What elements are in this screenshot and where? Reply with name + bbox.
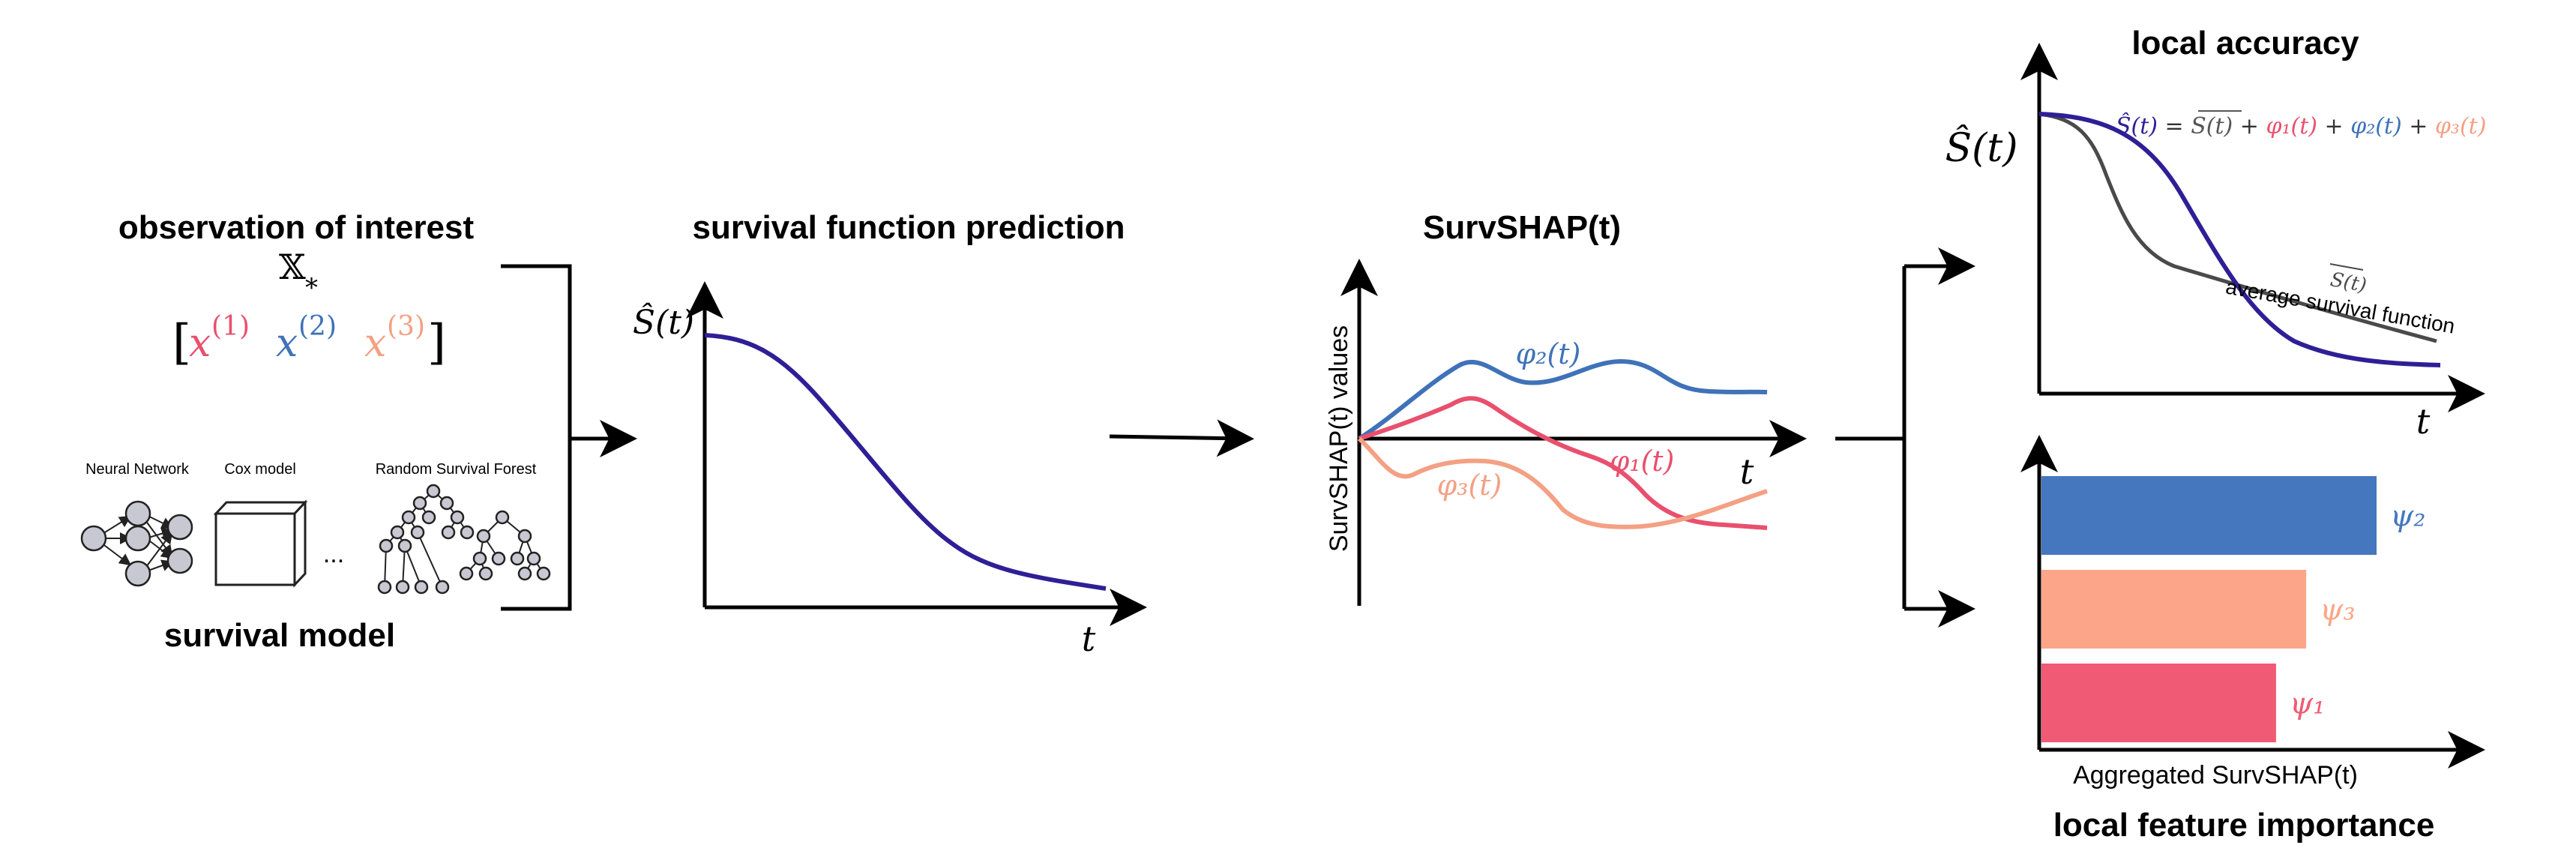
x-star-subscript: * bbox=[305, 273, 318, 303]
feature-1-superscript: (1) bbox=[211, 311, 250, 342]
survshap-title: SurvSHAP(t) bbox=[1423, 209, 1621, 246]
survival-model-title: survival model bbox=[164, 617, 395, 654]
eq-phi1: φ₁(t) bbox=[2266, 113, 2317, 139]
importance-bar-2 bbox=[2041, 570, 2307, 649]
local-accuracy-equation: Ŝ(t) = S(t) + φ₁(t) + φ₂(t) + φ₃(t) bbox=[2116, 110, 2486, 139]
prediction-y-label: Ŝ(t) bbox=[633, 302, 694, 342]
importance-bar-label-2: ψ₃ bbox=[2320, 593, 2355, 628]
phi2-curve bbox=[1358, 358, 1768, 441]
importance-x-label: Aggregated SurvSHAP(t) bbox=[2073, 761, 2358, 790]
phi2-label: φ₂(t) bbox=[1516, 337, 1581, 370]
accuracy-y-label: Ŝ(t) bbox=[1945, 124, 2017, 171]
random-survival-forest-icon bbox=[377, 484, 551, 595]
average-survival-curve bbox=[2038, 112, 2437, 343]
phi1-label: φ₁(t) bbox=[1610, 445, 1675, 478]
observation-title: observation of interest bbox=[118, 209, 475, 246]
more-models-ellipsis: ... bbox=[323, 540, 344, 568]
average-survival-symbol: S(t) bbox=[2329, 268, 2368, 297]
eq-phi3: φ₃(t) bbox=[2435, 113, 2487, 139]
importance-bars: ψ₂ ψ₃ ψ₁ bbox=[2041, 476, 2425, 742]
prediction-title: survival function prediction bbox=[693, 209, 1125, 246]
eq-average-survival: S(t) bbox=[2191, 113, 2233, 139]
accuracy-x-label: t bbox=[2416, 401, 2431, 442]
average-survival-overline bbox=[2329, 263, 2364, 271]
local-accuracy-title: local accuracy bbox=[2131, 25, 2359, 61]
arrow-to-survshap bbox=[1109, 419, 1254, 457]
phi1-curve bbox=[1358, 396, 1768, 530]
eq-equals: = bbox=[2158, 113, 2191, 139]
eq-plus-3: + bbox=[2402, 113, 2435, 139]
survshap-y-label: SurvSHAP(t) values bbox=[1325, 325, 1353, 552]
importance-bar-label-3: ψ₁ bbox=[2290, 687, 2325, 721]
feature-3-superscript: (3) bbox=[387, 311, 425, 342]
feature-1-symbol: x bbox=[189, 321, 211, 366]
feature-3-symbol: x bbox=[364, 321, 386, 366]
eq-plus-1: + bbox=[2233, 113, 2266, 139]
eq-phi2: φ₂(t) bbox=[2350, 113, 2402, 139]
model-label-random-survival-forest: Random Survival Forest bbox=[376, 461, 537, 478]
feature-2-symbol: x bbox=[276, 321, 298, 366]
neural-network-icon bbox=[80, 500, 193, 587]
importance-bar-3 bbox=[2041, 664, 2276, 742]
predicted-survival-curve bbox=[704, 333, 1107, 591]
phi3-curve bbox=[1357, 436, 1768, 529]
model-label-neural-network: Neural Network bbox=[85, 461, 190, 478]
cox-model-cube-icon bbox=[213, 499, 308, 588]
svg-text:Ŝ(t) = S(t) + φ₁(t) + φ₂(t) +: Ŝ(t) = S(t) + φ₁(t) + φ₂(t) + φ₃(t) bbox=[2116, 112, 2486, 139]
survshap-x-label: t bbox=[1740, 451, 1754, 492]
observation-vector: 𝕏 * [ ] x (1) x (2) x (3) bbox=[172, 247, 446, 370]
left-bracket: [ bbox=[172, 315, 191, 370]
right-bracket: ] bbox=[427, 315, 446, 370]
feature-2-superscript: (2) bbox=[298, 311, 337, 342]
feature-importance-title: local feature importance bbox=[2053, 807, 2435, 844]
prediction-x-label: t bbox=[1082, 619, 1096, 659]
importance-bar-label-1: ψ₂ bbox=[2390, 499, 2425, 534]
phi3-label: φ₃(t) bbox=[1437, 469, 1502, 502]
eq-plus-2: + bbox=[2317, 113, 2350, 139]
importance-bar-1 bbox=[2041, 476, 2377, 555]
prediction-curve bbox=[2038, 112, 2441, 367]
model-label-cox: Cox model bbox=[224, 461, 296, 478]
x-star-symbol: 𝕏 bbox=[279, 247, 306, 287]
